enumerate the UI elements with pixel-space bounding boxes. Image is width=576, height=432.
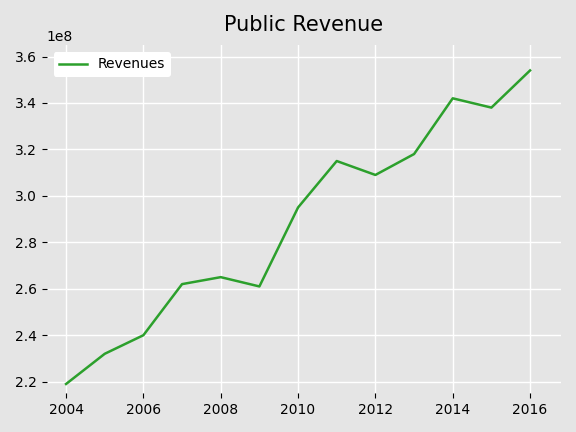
Revenues xyxy=(488,105,495,110)
Revenues xyxy=(372,172,379,178)
Legend: Revenues: Revenues xyxy=(54,52,171,77)
Revenues xyxy=(217,275,224,280)
Revenues xyxy=(526,68,533,73)
Revenues xyxy=(256,284,263,289)
Revenues xyxy=(179,282,185,287)
Line: Revenues: Revenues xyxy=(66,70,530,384)
Revenues xyxy=(140,333,147,338)
Revenues xyxy=(334,159,340,164)
Revenues xyxy=(449,96,456,101)
Revenues xyxy=(411,152,418,157)
Revenues xyxy=(294,205,301,210)
Revenues xyxy=(63,381,70,387)
Title: Public Revenue: Public Revenue xyxy=(224,15,384,35)
Revenues xyxy=(101,351,108,356)
